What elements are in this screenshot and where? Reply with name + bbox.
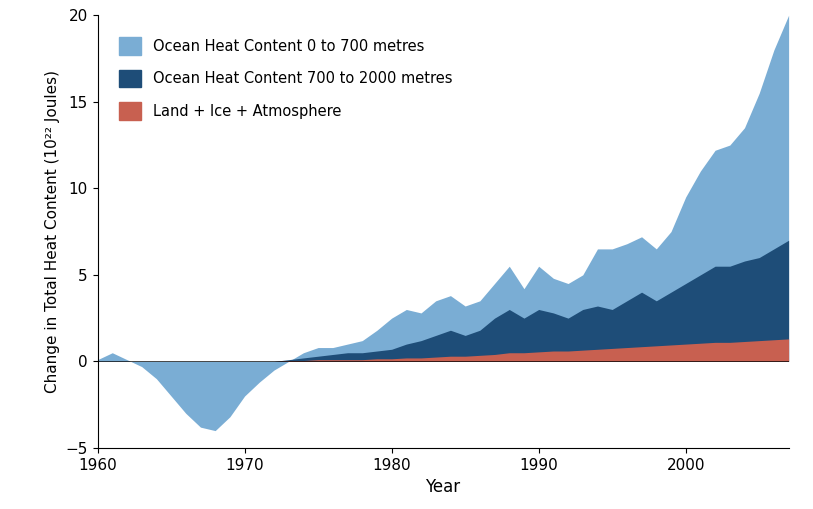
X-axis label: Year: Year <box>425 478 461 496</box>
Legend: Ocean Heat Content 0 to 700 metres, Ocean Heat Content 700 to 2000 metres, Land : Ocean Heat Content 0 to 700 metres, Ocea… <box>105 22 467 134</box>
Y-axis label: Change in Total Heat Content (10²² Joules): Change in Total Heat Content (10²² Joule… <box>45 70 60 393</box>
